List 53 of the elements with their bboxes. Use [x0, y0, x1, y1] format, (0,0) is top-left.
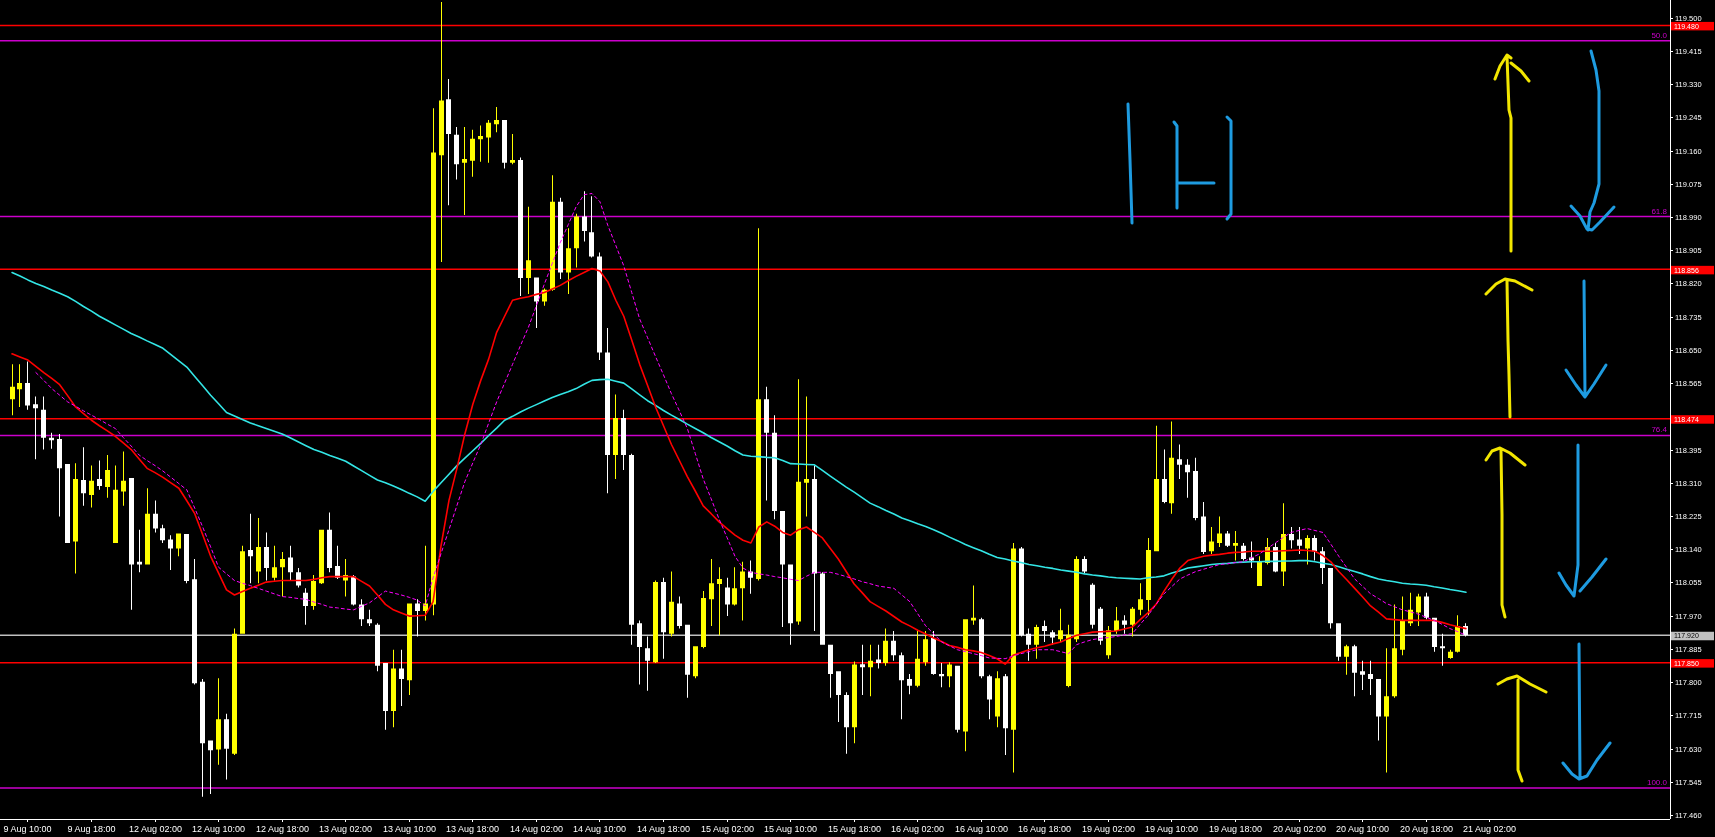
candlestick [33, 396, 38, 460]
candlestick [1297, 526, 1302, 554]
candlestick [510, 134, 515, 165]
candlestick [208, 740, 213, 794]
x-tick-label: 15 Aug 02:00 [700, 824, 755, 834]
x-tick-label: 15 Aug 10:00 [763, 824, 818, 834]
x-tick-label: 20 Aug 10:00 [1335, 824, 1390, 834]
candlestick [439, 1, 444, 262]
candlestick [17, 364, 22, 407]
x-tick-label: 20 Aug 18:00 [1399, 824, 1454, 834]
x-tick-label: 21 Aug 02:00 [1462, 824, 1517, 834]
x-tick-label: 14 Aug 18:00 [636, 824, 691, 834]
annotation: 50.0 [1651, 30, 1668, 40]
candlestick [1360, 660, 1365, 690]
candlestick [804, 396, 809, 517]
candlestick [1440, 633, 1445, 666]
x-tick-label: 19 Aug 02:00 [1081, 824, 1136, 834]
candlestick [478, 125, 483, 162]
x-tick-label: 13 Aug 18:00 [445, 824, 500, 834]
x-tick-label: 16 Aug 02:00 [890, 824, 945, 834]
x-tick-label: 9 Aug 18:00 [67, 824, 116, 834]
annotation: 61.8 [1651, 206, 1668, 216]
candlestick [1233, 530, 1238, 561]
x-tick-label: 20 Aug 02:00 [1272, 824, 1327, 834]
candlestick [1384, 648, 1389, 773]
candlestick [399, 649, 404, 707]
x-tick-label: 16 Aug 18:00 [1017, 824, 1072, 834]
x-tick-label: 12 Aug 18:00 [255, 824, 310, 834]
candlestick [248, 513, 253, 584]
x-tick-label: 19 Aug 10:00 [1144, 824, 1199, 834]
x-tick-label: 12 Aug 02:00 [128, 824, 183, 834]
x-tick-label: 15 Aug 18:00 [827, 824, 882, 834]
annotation: 76.4 [1651, 425, 1668, 435]
candlestick [1177, 444, 1182, 479]
candlestick [1368, 660, 1373, 696]
candlestick [717, 567, 722, 636]
candlestick [1122, 615, 1127, 634]
candlestick [645, 636, 650, 691]
x-tick-label: 12 Aug 10:00 [191, 824, 246, 834]
candlestick [860, 644, 865, 696]
x-tick-label: 14 Aug 02:00 [509, 824, 564, 834]
x-tick-label: 13 Aug 10:00 [382, 824, 437, 834]
candlestick [462, 127, 467, 216]
candlestick [137, 529, 142, 573]
x-tick-label: 19 Aug 18:00 [1208, 824, 1263, 834]
x-tick-label: 13 Aug 02:00 [318, 824, 373, 834]
candlestick [526, 206, 531, 294]
annotation: 100.0 [1646, 778, 1668, 788]
x-tick-label: 9 Aug 10:00 [3, 824, 52, 834]
line-series [35, 193, 1467, 660]
x-tick-label: 14 Aug 10:00 [572, 824, 627, 834]
line-series [11, 271, 1467, 594]
x-tick-label: 16 Aug 10:00 [954, 824, 1009, 834]
